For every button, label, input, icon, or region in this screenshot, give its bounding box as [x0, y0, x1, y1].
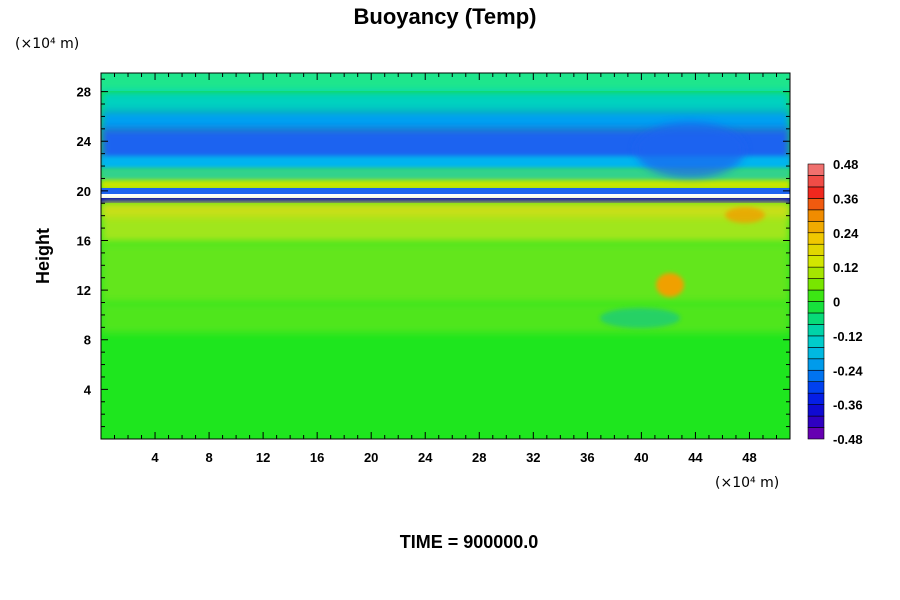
field-mid-band — [101, 243, 790, 303]
field-cool-band-lower — [101, 156, 790, 170]
colorbar-swatch — [807, 427, 825, 440]
field-warm-patch-right — [725, 207, 765, 223]
x-tick-label: 32 — [526, 450, 540, 465]
colorbar-tick-label: 0 — [833, 295, 840, 310]
field-cold-band-upper — [101, 110, 790, 132]
colorbar-swatch — [807, 415, 825, 428]
colorbar-swatch — [807, 266, 825, 279]
x-tick-label: 24 — [418, 450, 433, 465]
colorbar-swatch — [807, 324, 825, 337]
y-tick-label: 12 — [77, 283, 91, 298]
field-top-band — [101, 73, 790, 91]
colorbar-swatch — [807, 392, 825, 405]
x-axis-unit: (×10⁴ m) — [715, 475, 779, 491]
colorbar-swatch — [807, 243, 825, 256]
x-tick-label: 44 — [688, 450, 703, 465]
x-tick-label: 4 — [151, 450, 159, 465]
colorbar-tick-label: 0.12 — [833, 260, 858, 275]
y-tick-label: 24 — [77, 134, 92, 149]
time-label: TIME = 900000.0 — [400, 532, 539, 552]
y-tick-label: 28 — [77, 85, 91, 100]
x-tick-label: 28 — [472, 450, 486, 465]
colorbar-tick-label: -0.24 — [833, 363, 863, 378]
colorbar-swatch — [807, 381, 825, 394]
field-cold-line-lower — [101, 198, 790, 203]
field-cool-band-upper — [101, 91, 790, 113]
field-cool-patch — [600, 308, 680, 328]
colorbar-swatch — [807, 369, 825, 383]
x-tick-label: 8 — [205, 450, 212, 465]
colorbar-swatch — [807, 335, 825, 348]
y-tick-label: 4 — [84, 382, 92, 397]
heatmap-field — [101, 73, 790, 439]
colorbar-swatch — [807, 220, 825, 234]
x-tick-label: 12 — [256, 450, 270, 465]
colorbar-swatch — [807, 175, 825, 188]
colorbar-swatch — [807, 232, 825, 245]
chart-title: Buoyancy (Temp) — [354, 4, 537, 29]
x-tick-label: 20 — [364, 450, 378, 465]
colorbar-swatch — [807, 255, 825, 268]
colorbar-swatch — [807, 347, 825, 360]
field-transition-band — [101, 168, 790, 182]
x-tick-label: 36 — [580, 450, 594, 465]
x-tick-label: 48 — [742, 450, 756, 465]
field-warm-blob — [656, 273, 684, 297]
colorbar-tick-label: 0.24 — [833, 226, 859, 241]
colorbar-ticks: 0.48 0.36 0.24 0.12 0 -0.12 -0.24 -0.36 -0.48 — [833, 157, 863, 447]
y-axis-ticks: 4 8 12 16 20 24 28 — [77, 78, 790, 428]
colorbar-swatch — [807, 198, 825, 211]
x-axis-ticks: 4 8 12 16 20 24 28 32 36 40 44 48 — [114, 73, 777, 465]
field-warm-band-top — [101, 203, 790, 217]
field-tropopause-line — [101, 194, 790, 198]
colorbar-swatch — [807, 163, 825, 176]
colorbar-swatch — [807, 301, 825, 314]
colorbar-swatch — [807, 186, 825, 199]
colorbar-swatch — [807, 312, 825, 325]
y-tick-label: 20 — [77, 184, 91, 199]
y-axis-unit: (×10⁴ m) — [15, 36, 79, 52]
field-warm-sliver — [101, 180, 790, 190]
y-tick-label: 8 — [84, 333, 91, 348]
field-lower-mid-band — [101, 303, 790, 333]
colorbar-swatch — [807, 278, 825, 291]
x-tick-label: 16 — [310, 450, 324, 465]
x-tick-label: 40 — [634, 450, 648, 465]
colorbar-swatch — [807, 209, 825, 222]
colorbar-tick-label: 0.36 — [833, 191, 858, 206]
field-cold-line-upper — [101, 188, 790, 194]
colorbar-swatch — [807, 404, 825, 417]
plot-frame — [100, 72, 791, 440]
colorbar-tick-label: -0.36 — [833, 398, 863, 413]
colorbar-swatch — [807, 289, 825, 302]
colorbar-tick-label: -0.48 — [833, 432, 863, 447]
colorbar — [807, 163, 825, 440]
colorbar-swatch — [807, 358, 825, 371]
colorbar-tick-label: -0.12 — [833, 329, 863, 344]
colorbar-tick-label: 0.48 — [833, 157, 858, 172]
field-cold-plume — [635, 122, 745, 178]
y-axis-label: Height — [33, 228, 53, 284]
y-tick-label: 16 — [77, 233, 91, 248]
